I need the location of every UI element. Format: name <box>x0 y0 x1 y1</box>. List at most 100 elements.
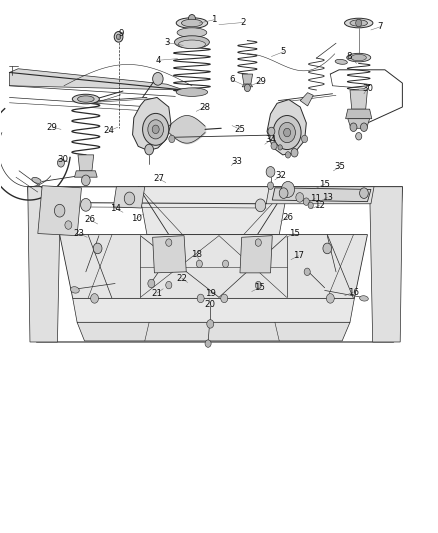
Polygon shape <box>78 155 94 171</box>
Polygon shape <box>10 69 184 90</box>
Text: 18: 18 <box>191 251 202 260</box>
Circle shape <box>197 294 204 303</box>
Text: 21: 21 <box>152 288 162 297</box>
Circle shape <box>152 72 163 85</box>
Text: 1: 1 <box>211 15 216 25</box>
Circle shape <box>291 149 298 157</box>
Ellipse shape <box>345 18 373 28</box>
Text: 20: 20 <box>205 300 216 309</box>
Ellipse shape <box>71 287 79 293</box>
Circle shape <box>143 114 169 146</box>
Polygon shape <box>240 236 272 273</box>
Circle shape <box>166 281 172 289</box>
Circle shape <box>268 182 274 189</box>
Circle shape <box>271 142 277 150</box>
Text: 35: 35 <box>335 162 346 171</box>
Circle shape <box>57 159 64 167</box>
Polygon shape <box>113 187 145 208</box>
Circle shape <box>188 14 195 23</box>
Text: 7: 7 <box>378 22 383 31</box>
Circle shape <box>93 243 102 254</box>
Circle shape <box>282 181 294 197</box>
Polygon shape <box>267 100 306 155</box>
Circle shape <box>114 31 123 42</box>
Text: 23: 23 <box>74 229 85 238</box>
Ellipse shape <box>177 28 207 37</box>
Text: 30: 30 <box>362 84 373 93</box>
Circle shape <box>278 145 283 150</box>
Text: 5: 5 <box>281 47 286 56</box>
Ellipse shape <box>176 18 208 28</box>
Text: 30: 30 <box>57 155 68 164</box>
Text: 34: 34 <box>265 135 276 144</box>
Circle shape <box>255 239 261 246</box>
Text: 3: 3 <box>165 38 170 47</box>
Circle shape <box>145 144 153 155</box>
Text: 27: 27 <box>153 174 164 183</box>
Circle shape <box>196 260 202 268</box>
Circle shape <box>279 123 295 143</box>
Text: 29: 29 <box>255 77 266 86</box>
Text: 15: 15 <box>319 180 330 189</box>
Ellipse shape <box>181 19 202 27</box>
Text: 28: 28 <box>200 102 211 111</box>
Circle shape <box>54 204 65 217</box>
Circle shape <box>255 281 261 289</box>
Circle shape <box>221 294 228 303</box>
Polygon shape <box>28 187 60 342</box>
Text: 17: 17 <box>293 252 304 260</box>
Circle shape <box>304 268 310 276</box>
Ellipse shape <box>351 54 366 61</box>
Text: 6: 6 <box>230 75 235 84</box>
Ellipse shape <box>174 36 209 49</box>
Ellipse shape <box>347 53 371 62</box>
Circle shape <box>81 175 90 185</box>
Ellipse shape <box>178 40 205 49</box>
Circle shape <box>255 199 266 212</box>
Circle shape <box>273 116 301 150</box>
Polygon shape <box>38 185 81 236</box>
Text: 9: 9 <box>118 29 124 38</box>
Text: 22: 22 <box>177 273 187 282</box>
Circle shape <box>268 127 275 136</box>
Text: 2: 2 <box>240 18 246 27</box>
Ellipse shape <box>350 20 367 26</box>
Circle shape <box>323 243 332 254</box>
Text: 25: 25 <box>234 125 245 134</box>
Circle shape <box>350 123 357 132</box>
Circle shape <box>244 84 251 92</box>
Circle shape <box>205 340 211 348</box>
Polygon shape <box>152 236 186 273</box>
Text: 11: 11 <box>310 194 321 203</box>
Circle shape <box>223 260 229 268</box>
Polygon shape <box>272 188 371 201</box>
Circle shape <box>360 123 367 132</box>
Circle shape <box>266 166 275 177</box>
Text: 8: 8 <box>346 52 352 61</box>
Text: 12: 12 <box>314 201 325 210</box>
Text: 16: 16 <box>348 287 359 296</box>
Circle shape <box>301 135 307 143</box>
Text: 19: 19 <box>205 288 215 297</box>
Circle shape <box>296 192 304 202</box>
Circle shape <box>286 152 290 158</box>
Polygon shape <box>300 93 313 106</box>
Polygon shape <box>242 84 253 87</box>
Circle shape <box>207 320 214 328</box>
Text: 10: 10 <box>131 214 141 223</box>
Circle shape <box>91 294 99 303</box>
Polygon shape <box>138 187 288 235</box>
Circle shape <box>166 239 172 246</box>
Polygon shape <box>60 235 367 298</box>
Polygon shape <box>350 90 367 109</box>
Text: 33: 33 <box>231 157 242 166</box>
Text: 26: 26 <box>85 215 95 224</box>
Circle shape <box>303 198 309 205</box>
Text: 26: 26 <box>283 213 293 222</box>
Circle shape <box>65 221 72 229</box>
Text: 32: 32 <box>276 171 286 180</box>
Text: 4: 4 <box>156 56 162 64</box>
Ellipse shape <box>32 177 41 183</box>
Circle shape <box>360 188 368 198</box>
Circle shape <box>279 188 288 198</box>
